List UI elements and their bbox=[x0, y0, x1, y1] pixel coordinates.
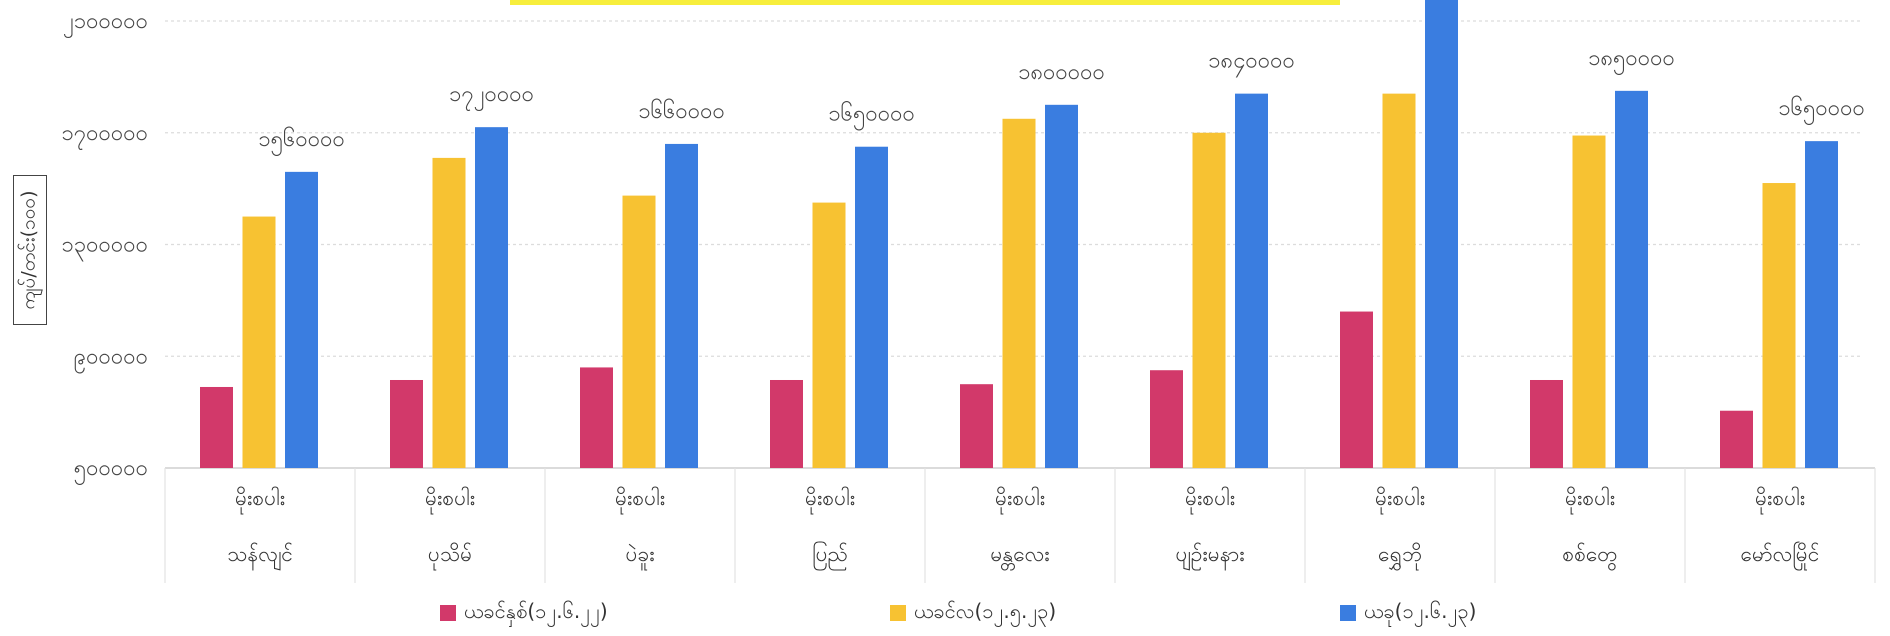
y-tick-label: ၂၁၀၀၀၀၀ bbox=[63, 9, 148, 38]
category-label: ပြည် bbox=[812, 540, 848, 571]
y-tick-label: ၁၇၀၀၀၀၀ bbox=[61, 121, 148, 150]
category-label: မိုးစပါး bbox=[1755, 485, 1805, 515]
data-label: ၁၅၆၀၀၀၀ bbox=[258, 126, 345, 156]
category-label: မိုးစပါး bbox=[805, 485, 855, 515]
bar-series-2-6 bbox=[1192, 132, 1226, 468]
bar-series-2-9 bbox=[1762, 183, 1796, 468]
bar-series-1-7 bbox=[1340, 311, 1373, 468]
y-axis-label-box: ကျပ်/တင်း(၁၀၀) bbox=[13, 175, 47, 325]
bar-series-3-7 bbox=[1425, 0, 1458, 468]
bar-series-3-4 bbox=[855, 146, 888, 468]
category-label: သန်လျင် bbox=[227, 541, 293, 571]
bar-series-3-5 bbox=[1045, 104, 1078, 468]
bar-series-2-2 bbox=[432, 157, 466, 469]
category-label: ပဲခူး bbox=[625, 542, 654, 571]
category-label: စစ်တွေ bbox=[1562, 541, 1617, 572]
bar-series-1-6 bbox=[1150, 370, 1183, 468]
category-label: မိုးစပါး bbox=[235, 485, 285, 515]
bar-series-2-4 bbox=[812, 202, 846, 468]
bar-series-2-5 bbox=[1002, 118, 1036, 468]
bar-series-1-9 bbox=[1720, 410, 1753, 468]
y-tick-label: ၉၀၀၀၀၀ bbox=[74, 344, 148, 373]
category-label: မိုးစပါး bbox=[995, 485, 1045, 515]
data-label: ၁၈၅၀၀၀၀ bbox=[1588, 46, 1675, 75]
category-label: ပုသိမ် bbox=[428, 541, 472, 571]
bar-series-3-9 bbox=[1805, 141, 1838, 468]
category-label: မိုးစပါး bbox=[1185, 485, 1235, 515]
bar-series-3-3 bbox=[665, 143, 698, 469]
data-label: ၁၆၅၀၀၀၀ bbox=[828, 101, 915, 131]
bar-series-2-1 bbox=[242, 216, 276, 468]
legend-label: ယခင်လ(၁၂.၅.၂၃) bbox=[914, 599, 1057, 623]
legend-swatch bbox=[1340, 605, 1356, 621]
bar-series-2-3 bbox=[622, 195, 656, 468]
category-label: မိုးစပါး bbox=[615, 485, 665, 515]
legend-swatch bbox=[890, 605, 906, 621]
category-label: မော်လမြိုင် bbox=[1741, 540, 1820, 571]
legend-item-2: ယခင်လ(၁၂.၅.၂၃) bbox=[890, 598, 1056, 628]
data-label: ၁၆၅၀၀၀၀ bbox=[1778, 95, 1865, 125]
y-tick-label: ၅၀၀၀၀၀ bbox=[74, 456, 148, 485]
bar-series-1-3 bbox=[580, 367, 613, 468]
legend: ယခင်နှစ်(၁၂.၆.၂၂) ယခင်လ(၁၂.၅.၂၃) ယခု(၁၂.၆.… bbox=[0, 596, 1890, 632]
category-label: မိုးစပါး bbox=[1375, 485, 1425, 515]
bar-series-1-2 bbox=[390, 379, 423, 468]
bar-series-3-8 bbox=[1615, 90, 1648, 468]
bar-series-1-1 bbox=[200, 386, 233, 468]
bar-series-3-1 bbox=[285, 171, 318, 469]
category-label: မိုးစပါး bbox=[425, 485, 475, 515]
data-label: ၁၈၀၀၀၀၀ bbox=[1018, 60, 1105, 85]
category-label: မန္တလေး bbox=[990, 542, 1049, 571]
legend-label: ယခင်နှစ်(၁၂.၆.၂၂) bbox=[464, 599, 608, 623]
bar-series-3-2 bbox=[475, 127, 508, 468]
bar-series-1-5 bbox=[960, 384, 993, 468]
legend-label: ယခု(၁၂.၆.၂၃) bbox=[1364, 599, 1477, 623]
bar-series-2-7 bbox=[1382, 93, 1416, 468]
data-label: ၁၇၂၀၀၀၀ bbox=[449, 82, 534, 111]
data-label: ၁၈၄၀၀၀၀ bbox=[1208, 49, 1295, 78]
category-label: ရွှေဘို bbox=[1378, 541, 1422, 571]
bar-chart: ၅၀၀၀၀၀ ၉၀၀၀၀၀ ၁၃၀၀၀၀၀ ၁၇၀၀၀၀၀ ၂၁၀၀၀၀၀၁၅၆၀၀၀၀… bbox=[61, 0, 1876, 583]
legend-item-1: ယခင်နှစ်(၁၂.၆.၂၂) bbox=[440, 598, 608, 628]
bar-series-1-4 bbox=[770, 379, 803, 468]
category-label: မိုးစပါး bbox=[1565, 485, 1615, 515]
bar-series-2-8 bbox=[1572, 135, 1606, 468]
bar-series-1-8 bbox=[1530, 379, 1563, 468]
bar-series-3-6 bbox=[1235, 93, 1268, 468]
y-tick-label: ၁၃၀၀၀၀၀ bbox=[61, 233, 148, 262]
legend-item-3: ယခု(၁၂.၆.၂၃) bbox=[1340, 598, 1476, 628]
data-label: ၁၆၆၀၀၀၀ bbox=[638, 98, 725, 124]
legend-swatch bbox=[440, 605, 456, 621]
title-highlight-bar bbox=[510, 0, 1340, 5]
category-label: ပျဉ်းမနား bbox=[1175, 541, 1244, 571]
